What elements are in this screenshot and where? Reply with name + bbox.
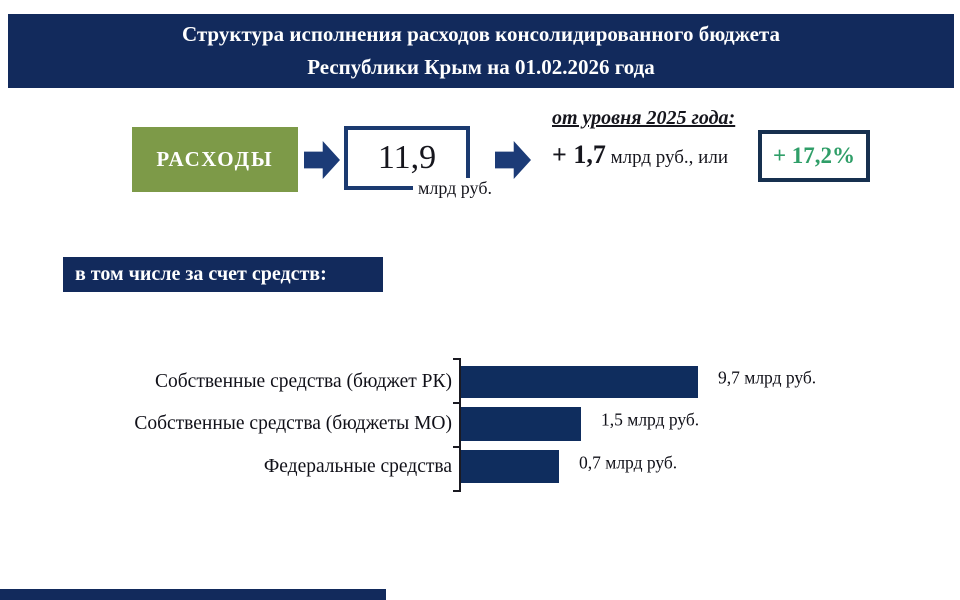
chart-value-label: 1,5 млрд руб. — [601, 409, 700, 430]
chart-axis-tick — [453, 446, 459, 448]
total-value-box: 11,9 — [344, 126, 470, 190]
chart-bar — [461, 407, 581, 441]
chart-axis-tick — [453, 402, 459, 404]
chart-value-label: 9,7 млрд руб. — [718, 367, 817, 388]
chart-axis-tick — [453, 358, 459, 360]
slide-title-bar: Структура исполнения расходов консолидир… — [8, 14, 954, 88]
delta-percent-box: + 17,2% — [758, 130, 870, 182]
slide-title-line2: Республики Крым на 01.02.2026 года — [307, 55, 655, 79]
slide-title-line1: Структура исполнения расходов консолидир… — [181, 22, 781, 47]
expenses-label-box: РАСХОДЫ — [132, 127, 298, 192]
chart-axis-tick — [453, 490, 459, 492]
chart-category-label: Собственные средства (бюджеты МО) — [134, 413, 452, 434]
delta-unit-suffix: млрд руб., или — [605, 147, 728, 168]
chart-bar — [461, 366, 698, 398]
chart-axis-line — [459, 358, 461, 492]
delta-value: + 1,7 — [552, 140, 606, 169]
subtitle-label-box: в том числе за счет средств: — [63, 257, 383, 292]
total-unit-label: млрд руб. — [413, 178, 497, 199]
chart-category-label: Федеральные средства — [263, 455, 452, 477]
chart-value-label: 0,7 млрд руб. — [579, 452, 678, 472]
delta-line: + 1,7 млрд руб., или — [552, 140, 728, 170]
footer-accent-strip — [0, 589, 386, 600]
comparison-heading: от уровня 2025 года: — [552, 107, 736, 129]
chart-category-label: Собственные средства (бюджет РК) — [154, 371, 452, 392]
delta-percent: + 17,2% — [772, 143, 856, 168]
chart-bar — [461, 450, 559, 483]
total-value: 11,9 — [377, 139, 437, 176]
